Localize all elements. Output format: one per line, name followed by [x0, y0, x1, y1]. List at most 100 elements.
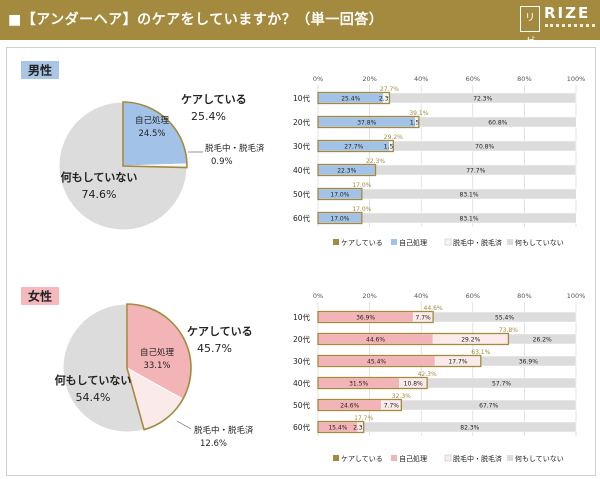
bar-value-label: 27.7% — [344, 144, 363, 151]
category-label: 50代 — [293, 189, 311, 199]
bar-care-total-label: 44.6% — [424, 305, 443, 312]
group-badge — [21, 287, 59, 305]
bar-value-label: 60.8% — [488, 120, 507, 127]
bar-care-total-label: 42.3% — [418, 371, 437, 378]
bar-value-label: 67.7% — [479, 403, 498, 410]
legend-label: ケアしている — [341, 239, 383, 247]
pie-label-none: 何もしていない — [61, 170, 138, 184]
bar-care-outline — [317, 139, 394, 153]
pie-value-progress: 0.9% — [211, 157, 233, 167]
bar-value-label: 82.3% — [460, 425, 479, 432]
x-tick-label: 20% — [362, 75, 376, 83]
bar-care-total-label: 39.1% — [409, 110, 428, 117]
bar-value-label: 7.7% — [384, 403, 400, 410]
category-label: 10代 — [293, 93, 311, 103]
legend-swatch — [507, 455, 513, 461]
bar-care-total-label: 29.2% — [384, 134, 403, 141]
category-label: 10代 — [293, 312, 311, 322]
bar-value-label: 17.0% — [330, 216, 349, 223]
pie-label-self: 自己処理 — [140, 347, 175, 358]
bar-value-label: 77.7% — [466, 168, 485, 175]
legend-swatch — [391, 455, 397, 461]
x-tick-label: 0% — [313, 75, 323, 83]
bar-value-label: 25.4% — [341, 96, 360, 103]
bar-care-outline — [317, 115, 420, 129]
bar-care-total-label: 27.7% — [380, 86, 399, 93]
pie-value-none: 74.6% — [82, 188, 117, 201]
legend-swatch — [333, 455, 339, 461]
x-tick-label: 40% — [414, 75, 428, 83]
pie-care-outline — [126, 303, 192, 431]
pie-label-none: 何もしていない — [55, 373, 132, 387]
pie-label-progress: 脱毛中・脱毛済 — [205, 143, 265, 154]
category-label: 40代 — [293, 165, 311, 175]
bar-value-label: 1.5% — [410, 120, 426, 127]
legend-swatch — [444, 238, 452, 246]
brand-logo-mark: リゼ — [520, 6, 540, 48]
bar-value-label: 24.6% — [340, 403, 359, 410]
category-label: 60代 — [293, 422, 311, 432]
x-tick-label: 60% — [466, 292, 480, 300]
bar-care-outline — [317, 420, 365, 434]
page-title: ■【アンダーヘア】のケアをしていますか？（単一回答） — [8, 12, 384, 28]
x-tick-label: 100% — [567, 292, 586, 300]
bar-care-total-label: 22.3% — [366, 158, 385, 165]
bar-value-label: 2.3% — [379, 96, 395, 103]
bar-value-label: 31.5% — [349, 381, 368, 388]
pie-value-care: 25.4% — [191, 110, 226, 123]
legend-swatch — [444, 454, 452, 462]
bar-value-label: 22.3% — [337, 168, 356, 175]
x-tick-label: 20% — [362, 292, 376, 300]
legend-swatch — [507, 239, 513, 245]
legend-label: ケアしている — [341, 455, 383, 463]
bar-care-total-label: 17.0% — [352, 206, 371, 213]
bar-value-label: 45.4% — [367, 359, 386, 366]
pie-value-none: 54.4% — [76, 391, 111, 404]
x-tick-label: 100% — [567, 75, 586, 83]
bar-value-label: 17.0% — [330, 192, 349, 199]
bar-value-label: 1.5% — [384, 144, 400, 151]
pie-value-self: 33.1% — [143, 361, 170, 371]
pie-leader-line — [176, 420, 192, 430]
bar-value-label: 44.6% — [366, 337, 385, 344]
x-tick-label: 40% — [414, 292, 428, 300]
bar-care-outline — [317, 91, 391, 105]
bar-value-label: 26.2% — [533, 337, 552, 344]
bar-care-total-label: 73.8% — [499, 327, 518, 334]
legend-label: 何もしていない — [515, 454, 564, 463]
page-header: ■【アンダーヘア】のケアをしていますか？（単一回答） リゼ RIZE — [0, 0, 600, 48]
pie-value-progress: 12.6% — [200, 439, 227, 449]
legend-swatch — [391, 239, 397, 245]
bar-value-label: 83.1% — [460, 192, 479, 199]
chart-card: 男性 自己処理 24.5% ケアしている 25.4% 脱毛中・脱毛済 0.9% 何もしていない… — [6, 47, 596, 476]
category-label: 20代 — [293, 334, 311, 344]
bar-value-label: 70.8% — [475, 144, 494, 151]
x-tick-label: 80% — [517, 292, 531, 300]
bar-value-label: 36.9% — [356, 315, 375, 322]
bar-value-label: 15.4% — [328, 425, 347, 432]
pie-label-care: ケアしている — [187, 325, 253, 338]
bar-value-label: 72.3% — [473, 96, 492, 103]
pie-value-self: 24.5% — [138, 129, 165, 139]
category-label: 40代 — [293, 378, 311, 388]
category-label: 30代 — [293, 356, 311, 366]
pie-label-self: 自己処理 — [135, 115, 170, 126]
legend-label: 脱毛中・脱毛済 — [453, 238, 502, 247]
bar-value-label: 55.4% — [495, 315, 514, 322]
legend-label: 自己処理 — [399, 238, 427, 247]
bar-care-outline — [317, 310, 434, 324]
group-badge — [21, 61, 59, 79]
x-tick-label: 0% — [313, 292, 323, 300]
pie-label-care: ケアしている — [181, 93, 247, 106]
group-badge-label: 女性 — [28, 289, 52, 304]
bar-care-total-label: 17.0% — [352, 182, 371, 189]
category-label: 30代 — [293, 141, 311, 151]
category-label: 50代 — [293, 400, 311, 410]
bar-care-outline — [317, 187, 363, 201]
bar-care-total-label: 32.3% — [392, 393, 411, 400]
pie-label-progress: 脱毛中・脱毛済 — [194, 425, 254, 436]
category-label: 20代 — [293, 117, 311, 127]
bar-care-outline — [317, 354, 482, 368]
bar-value-label: 10.8% — [404, 381, 423, 388]
